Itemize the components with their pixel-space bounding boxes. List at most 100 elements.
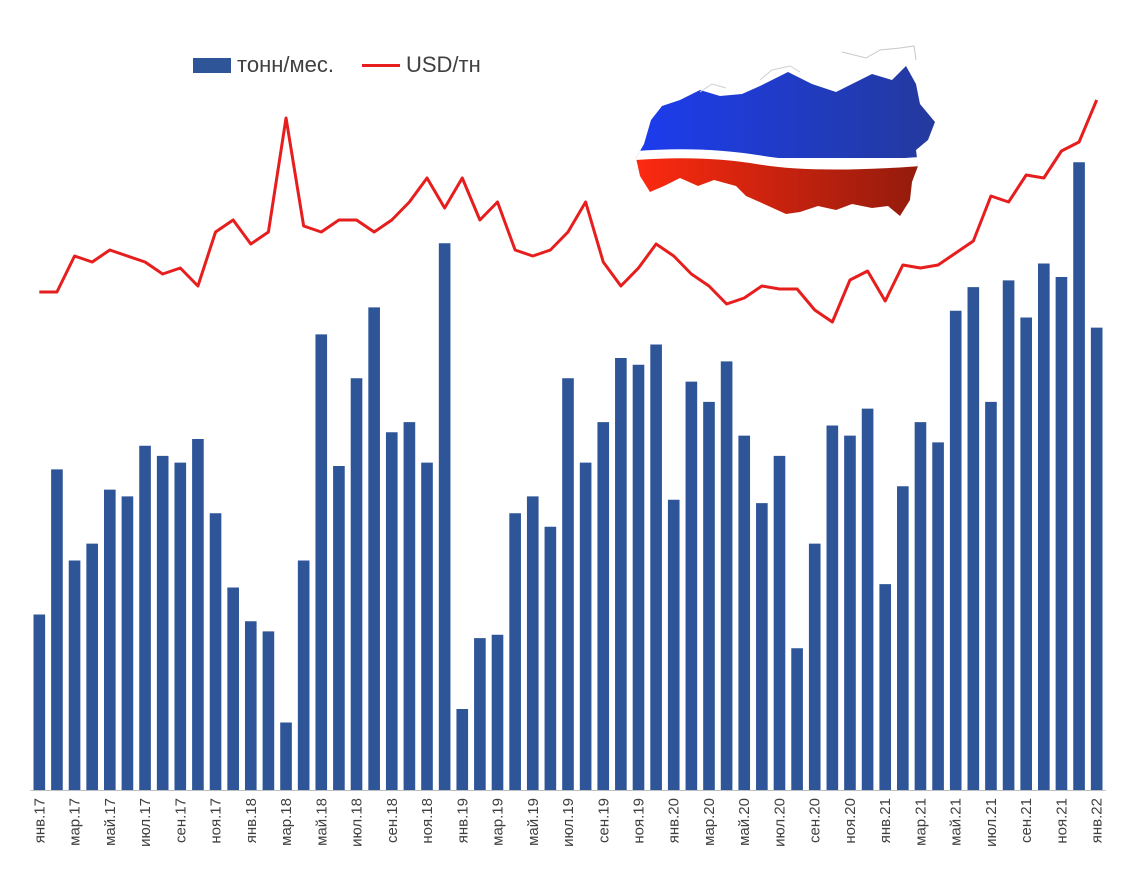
x-tick-label: ноя.19 — [630, 798, 647, 844]
bar-май.17 — [103, 489, 116, 791]
bar-янв.18 — [244, 621, 257, 790]
x-tick-label: янв.19 — [454, 798, 471, 843]
bar-сен.20 — [808, 543, 821, 791]
bar-дек.17 — [227, 587, 239, 790]
bar-окт.17 — [192, 439, 204, 790]
x-tick-label: ноя.17 — [208, 798, 225, 844]
x-tick-label: май.18 — [313, 798, 330, 846]
bar-июл.19 — [562, 378, 574, 790]
bar-фев.20 — [685, 381, 698, 791]
x-tick-label: янв.17 — [31, 798, 48, 843]
bar-мар.19 — [491, 634, 504, 790]
bar-ноя.21 — [1055, 277, 1068, 790]
x-tick-label: май.20 — [736, 798, 753, 846]
bar-авг.21 — [1002, 280, 1015, 791]
bar-дек.20 — [861, 408, 874, 791]
x-tick-label: сен.19 — [595, 798, 612, 843]
bar-май.20 — [738, 435, 751, 791]
bar-авг.19 — [579, 462, 592, 791]
bar-июл.21 — [985, 401, 997, 791]
x-tick-label: ноя.20 — [842, 798, 859, 844]
legend-label-bars: тонн/мес. — [237, 52, 334, 77]
x-tick-label: янв.22 — [1089, 798, 1106, 843]
bar-апр.17 — [86, 543, 98, 791]
bar-дек.19 — [650, 344, 662, 790]
russia-map-icon — [636, 45, 935, 216]
bar-июн.17 — [121, 496, 134, 791]
bar-мар.21 — [914, 422, 927, 791]
bar-авг.20 — [791, 648, 803, 790]
bar-мар.20 — [703, 401, 715, 791]
legend-label-line: USD/тн — [405, 52, 481, 77]
line-usd-per-ton — [39, 99, 1099, 324]
bar-ноя.19 — [632, 364, 645, 790]
bar-окт.21 — [1038, 263, 1050, 790]
x-tick-label: июл.19 — [560, 798, 577, 847]
bar-дек.21 — [1073, 162, 1085, 790]
x-tick-label: май.19 — [525, 798, 542, 846]
bar-янв.22 — [1090, 327, 1103, 791]
legend-item-bars: тонн/мес. — [193, 52, 334, 78]
bar-сен.18 — [385, 432, 398, 790]
bar-сен.21 — [1020, 317, 1033, 790]
x-tick-label: сен.18 — [384, 798, 401, 843]
legend-swatch-line — [361, 63, 400, 67]
bar-янв.21 — [879, 584, 892, 791]
bar-дек.18 — [438, 243, 451, 790]
x-tick-label: янв.20 — [666, 798, 683, 843]
bar-июн.19 — [544, 526, 557, 790]
bar-апр.18 — [297, 560, 310, 790]
x-tick-label: мар.18 — [278, 798, 295, 846]
x-tick-label: мар.20 — [701, 798, 718, 846]
bar-янв.20 — [667, 499, 680, 790]
x-tick-label: янв.21 — [877, 798, 894, 843]
x-tick-label: сен.20 — [807, 798, 824, 843]
x-tick-label: июл.20 — [771, 798, 788, 847]
bar-фев.17 — [51, 469, 63, 791]
x-tick-label: май.21 — [948, 798, 965, 846]
x-tick-label: мар.17 — [67, 798, 84, 846]
bar-авг.18 — [368, 307, 380, 791]
legend-item-line: USD/тн — [361, 52, 481, 78]
x-axis-tick-labels: янв.17 мар.17 май.17 июл.17 сен.17 ноя.17 янв.… — [31, 798, 1105, 847]
bar-мар.18 — [280, 722, 292, 790]
x-tick-label: сен.21 — [1018, 798, 1035, 843]
bar-июн.21 — [967, 287, 980, 791]
bar-ноя.20 — [844, 435, 856, 791]
bar-ноя.17 — [209, 513, 222, 790]
x-tick-label: июл.21 — [983, 798, 1000, 847]
bar-апр.21 — [932, 442, 944, 791]
x-tick-label: ноя.18 — [419, 798, 436, 844]
bar-май.19 — [526, 496, 539, 791]
bar-сен.17 — [174, 462, 187, 791]
x-tick-label: мар.19 — [490, 798, 507, 846]
bar-фев.19 — [474, 638, 486, 791]
x-tick-label: июл.18 — [349, 798, 366, 847]
bar-июл.18 — [350, 378, 363, 790]
bar-май.21 — [949, 310, 962, 790]
x-tick-label: мар.21 — [912, 798, 929, 846]
legend-swatch-bars — [193, 57, 231, 73]
bars-series — [33, 162, 1103, 791]
bar-май.18 — [315, 334, 328, 791]
x-tick-label: июл.17 — [137, 798, 154, 847]
x-tick-label: сен.17 — [172, 798, 189, 843]
bar-фев.18 — [262, 631, 275, 791]
bar-июн.20 — [756, 503, 768, 791]
bar-авг.17 — [156, 455, 169, 791]
bar-апр.20 — [720, 361, 733, 791]
bar-сен.19 — [597, 422, 610, 791]
line-series — [39, 99, 1099, 324]
bar-окт.18 — [403, 422, 416, 791]
bar-окт.20 — [826, 425, 839, 790]
bar-янв.19 — [456, 709, 469, 790]
bar-окт.19 — [615, 358, 627, 790]
bar-фев.21 — [897, 486, 909, 790]
bar-ноя.18 — [421, 462, 433, 791]
legend: тонн/мес. USD/тн — [193, 52, 481, 78]
bar-июл.20 — [773, 455, 786, 791]
bar-янв.17 — [33, 614, 46, 790]
x-tick-label: май.17 — [102, 798, 119, 846]
